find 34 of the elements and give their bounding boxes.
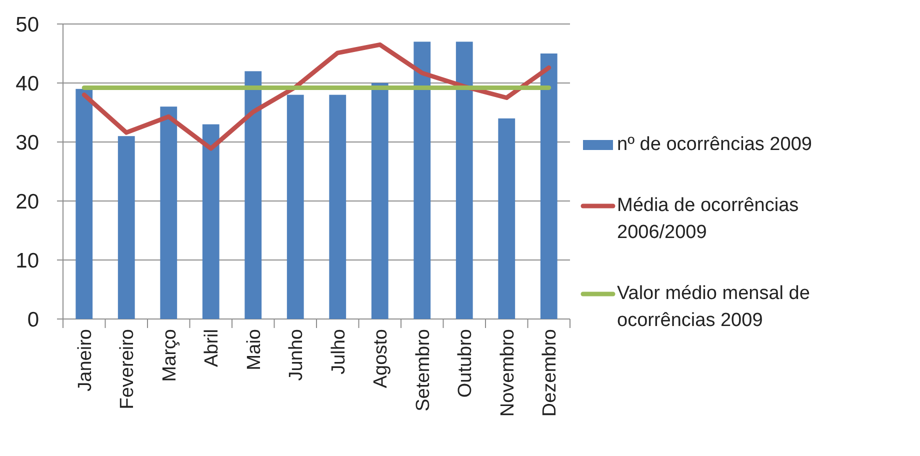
x-tick-label: Abril: [202, 329, 223, 368]
legend-label: Valor médio mensal de ocorrências 2009: [617, 283, 810, 331]
x-tick-label: Junho: [286, 329, 308, 381]
x-tick-label: Novembro: [497, 329, 518, 417]
y-tick-label: 40: [16, 72, 39, 96]
y-tick-label: 30: [16, 131, 39, 154]
x-tick-label: Setembro: [412, 329, 434, 412]
x-tick-label: Março: [159, 329, 180, 382]
bar: [371, 83, 388, 319]
x-tick-label: Janeiro: [74, 329, 96, 392]
bar: [456, 42, 473, 319]
bar: [244, 71, 262, 319]
x-tick-label: Dezembro: [540, 329, 561, 417]
y-tick-label: 0: [27, 308, 39, 332]
bar: [202, 124, 220, 319]
y-tick-label: 10: [16, 249, 39, 272]
x-tick-label: Maio: [244, 329, 265, 370]
bar: [329, 94, 346, 319]
line-series: [82, 42, 552, 151]
bar: [286, 94, 304, 319]
bar: [118, 136, 135, 319]
bar: [160, 106, 178, 319]
x-tick-label: Agosto: [370, 329, 392, 388]
bar: [540, 54, 558, 319]
y-tick-label: 20: [16, 190, 39, 214]
bar: [414, 42, 431, 319]
legend-label: Média de ocorrências 2006/2009: [617, 195, 799, 243]
x-tick-label: Outubro: [455, 329, 476, 398]
x-tick-label: Fevereiro: [117, 329, 138, 410]
y-tick-label: 50: [16, 13, 39, 36]
legend-label: nº de ocorrências 2009: [617, 134, 812, 155]
bar: [76, 88, 93, 319]
x-tick-label: Julho: [328, 329, 350, 374]
bar: [498, 118, 516, 319]
